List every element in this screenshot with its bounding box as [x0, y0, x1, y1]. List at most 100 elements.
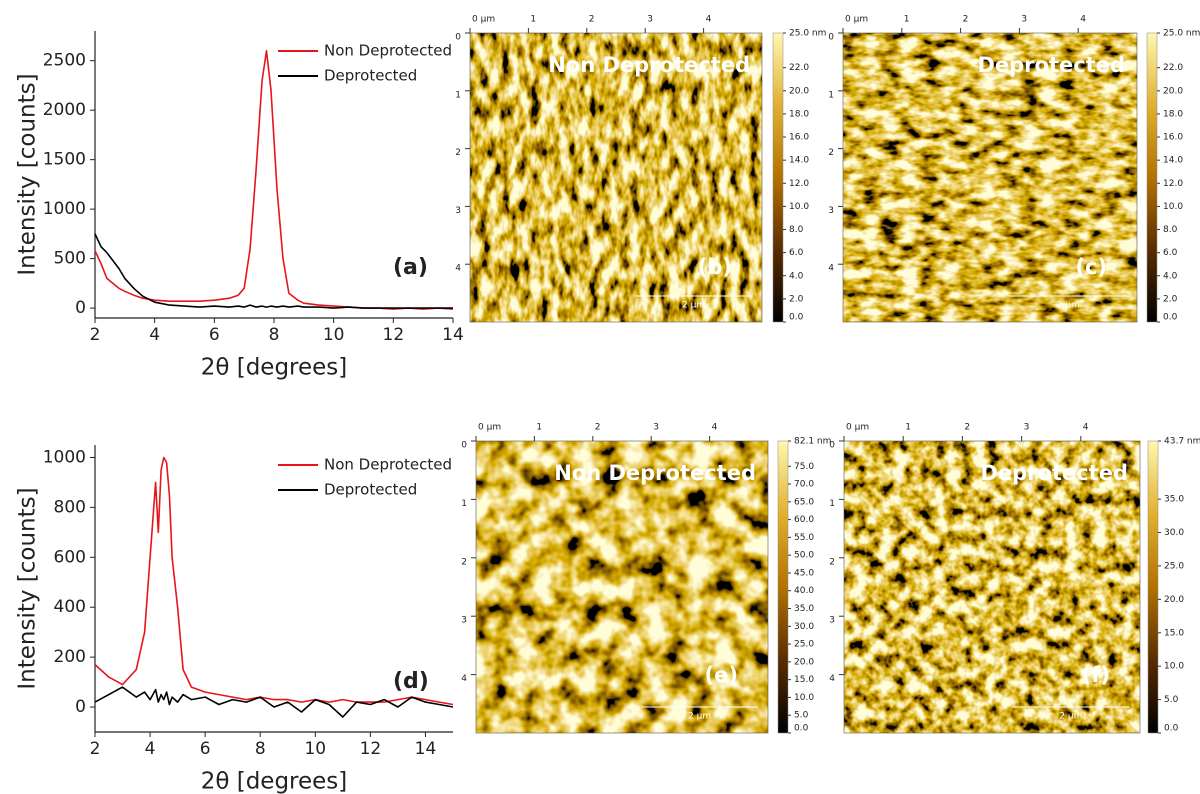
x-tick-label: 3: [1024, 423, 1030, 433]
afm-image: [843, 33, 1137, 322]
panel-label: (d): [393, 669, 429, 694]
x-tick-label: 0 µm: [478, 423, 501, 433]
colorbar-tick-label: 20.0: [1163, 86, 1183, 96]
legend-label: Deprotected: [324, 67, 417, 85]
colorbar-tick-label: 25.0 nm: [1163, 29, 1200, 39]
x-tick-label: 6: [209, 325, 220, 345]
colorbar-tick-label: 14.0: [789, 156, 809, 166]
colorbar-tick-label: 0.0: [1164, 724, 1179, 734]
x-tick-label: 8: [255, 739, 266, 759]
colorbar-tick-label: 0.0: [1163, 313, 1178, 323]
scale-bar-label: 2 µm: [688, 712, 711, 722]
colorbar-tick-label: 20.0: [789, 86, 809, 96]
y-tick-label: 1: [455, 90, 461, 100]
x-tick-label: 0 µm: [846, 423, 869, 433]
y-tick-label: 2: [455, 148, 461, 158]
panel-label: (f): [1082, 663, 1110, 687]
colorbar-tick-label: 2.0: [1163, 294, 1178, 304]
colorbar-tick-label: 6.0: [1163, 248, 1178, 258]
colorbar-tick-label: 5.0: [794, 711, 809, 721]
x-tick-label: 3: [1021, 15, 1027, 25]
colorbar-tick-label: 60.0: [794, 515, 814, 525]
x-tick-label: 4: [1080, 15, 1086, 25]
y-tick-label: 4: [461, 674, 467, 684]
colorbar-tick-label: 25.0 nm: [789, 29, 826, 39]
colorbar-tick-label: 40.0: [794, 586, 814, 596]
x-tick-label: 4: [706, 15, 712, 25]
colorbar-tick-label: 25.0: [1164, 561, 1184, 571]
x-tick-label: 4: [149, 325, 160, 345]
x-tick-label: 4: [712, 423, 718, 433]
scale-bar-label: 2 µm: [1059, 712, 1082, 722]
colorbar: [1146, 32, 1158, 323]
colorbar-tick-label: 18.0: [789, 109, 809, 119]
colorbar-tick-label: 14.0: [1163, 156, 1183, 166]
colorbar-tick-label: 20.0: [1164, 595, 1184, 605]
y-tick-label: 400: [54, 597, 86, 617]
y-tick-label: 0: [461, 441, 467, 451]
y-tick-label: 3: [829, 616, 835, 626]
y-tick-label: 600: [54, 547, 86, 567]
x-tick-label: 2: [90, 739, 101, 759]
x-tick-label: 14: [442, 325, 464, 345]
x-axis-label: 2θ [degrees]: [201, 355, 348, 381]
colorbar-tick-label: 45.0: [794, 568, 814, 578]
colorbar: [777, 440, 789, 734]
colorbar-tick-label: 10.0: [1164, 662, 1184, 672]
y-tick-label: 0: [455, 33, 461, 43]
colorbar-tick-label: 6.0: [789, 248, 804, 258]
colorbar-tick-label: 16.0: [1163, 133, 1183, 143]
colorbar-tick-label: 82.1 nm: [794, 437, 831, 447]
x-tick-label: 1: [905, 423, 911, 433]
y-tick-label: 3: [461, 616, 467, 626]
afm-image: [470, 33, 762, 322]
colorbar-tick-label: 2.0: [789, 294, 804, 304]
y-tick-label: 0: [75, 697, 86, 717]
y-tick-label: 1000: [43, 447, 86, 467]
colorbar-tick-label: 25.0: [794, 640, 814, 650]
series-line: [94, 686, 454, 718]
colorbar-tick-label: 12.0: [1163, 179, 1183, 189]
x-tick-label: 6: [200, 739, 211, 759]
colorbar: [772, 32, 784, 323]
colorbar-tick-label: 30.0: [1164, 528, 1184, 538]
y-tick-label: 500: [54, 249, 86, 269]
colorbar-tick-label: 12.0: [789, 179, 809, 189]
image-title: Deprotected: [977, 53, 1125, 77]
y-tick-label: 4: [455, 264, 461, 274]
panel-label: (a): [393, 255, 428, 280]
colorbar-tick-label: 15.0: [1164, 628, 1184, 638]
x-tick-label: 2: [963, 15, 969, 25]
y-tick-label: 2500: [43, 51, 86, 71]
x-tick-label: 14: [415, 739, 437, 759]
x-tick-label: 1: [530, 15, 536, 25]
x-tick-label: 12: [360, 739, 382, 759]
x-tick-label: 10: [323, 325, 345, 345]
colorbar-tick-label: 30.0: [794, 622, 814, 632]
x-tick-label: 10: [304, 739, 326, 759]
panel-label: (b): [698, 255, 732, 279]
x-tick-label: 2: [90, 325, 101, 345]
x-tick-label: 2: [589, 15, 595, 25]
y-tick-label: 2000: [43, 100, 86, 120]
colorbar-tick-label: 4.0: [789, 271, 804, 281]
x-tick-label: 12: [383, 325, 405, 345]
x-tick-label: 0 µm: [472, 15, 495, 25]
colorbar-tick-label: 35.0: [1164, 495, 1184, 505]
colorbar-tick-label: 22.0: [1163, 63, 1183, 73]
x-tick-label: 0 µm: [845, 15, 868, 25]
panel-label: (e): [705, 663, 738, 687]
y-tick-label: 200: [54, 647, 86, 667]
y-tick-label: 2: [829, 557, 835, 567]
colorbar-tick-label: 18.0: [1163, 109, 1183, 119]
colorbar-tick-label: 75.0: [794, 462, 814, 472]
y-tick-label: 2: [828, 148, 834, 158]
y-tick-label: 0: [829, 441, 835, 451]
y-tick-label: 1: [829, 499, 835, 509]
image-frame: [843, 440, 1141, 734]
colorbar-tick-label: 10.0: [789, 202, 809, 212]
legend-label: Non Deprotected: [324, 456, 452, 474]
x-tick-label: 1: [536, 423, 542, 433]
colorbar-tick-label: 4.0: [1163, 271, 1178, 281]
colorbar-tick-label: 55.0: [794, 533, 814, 543]
